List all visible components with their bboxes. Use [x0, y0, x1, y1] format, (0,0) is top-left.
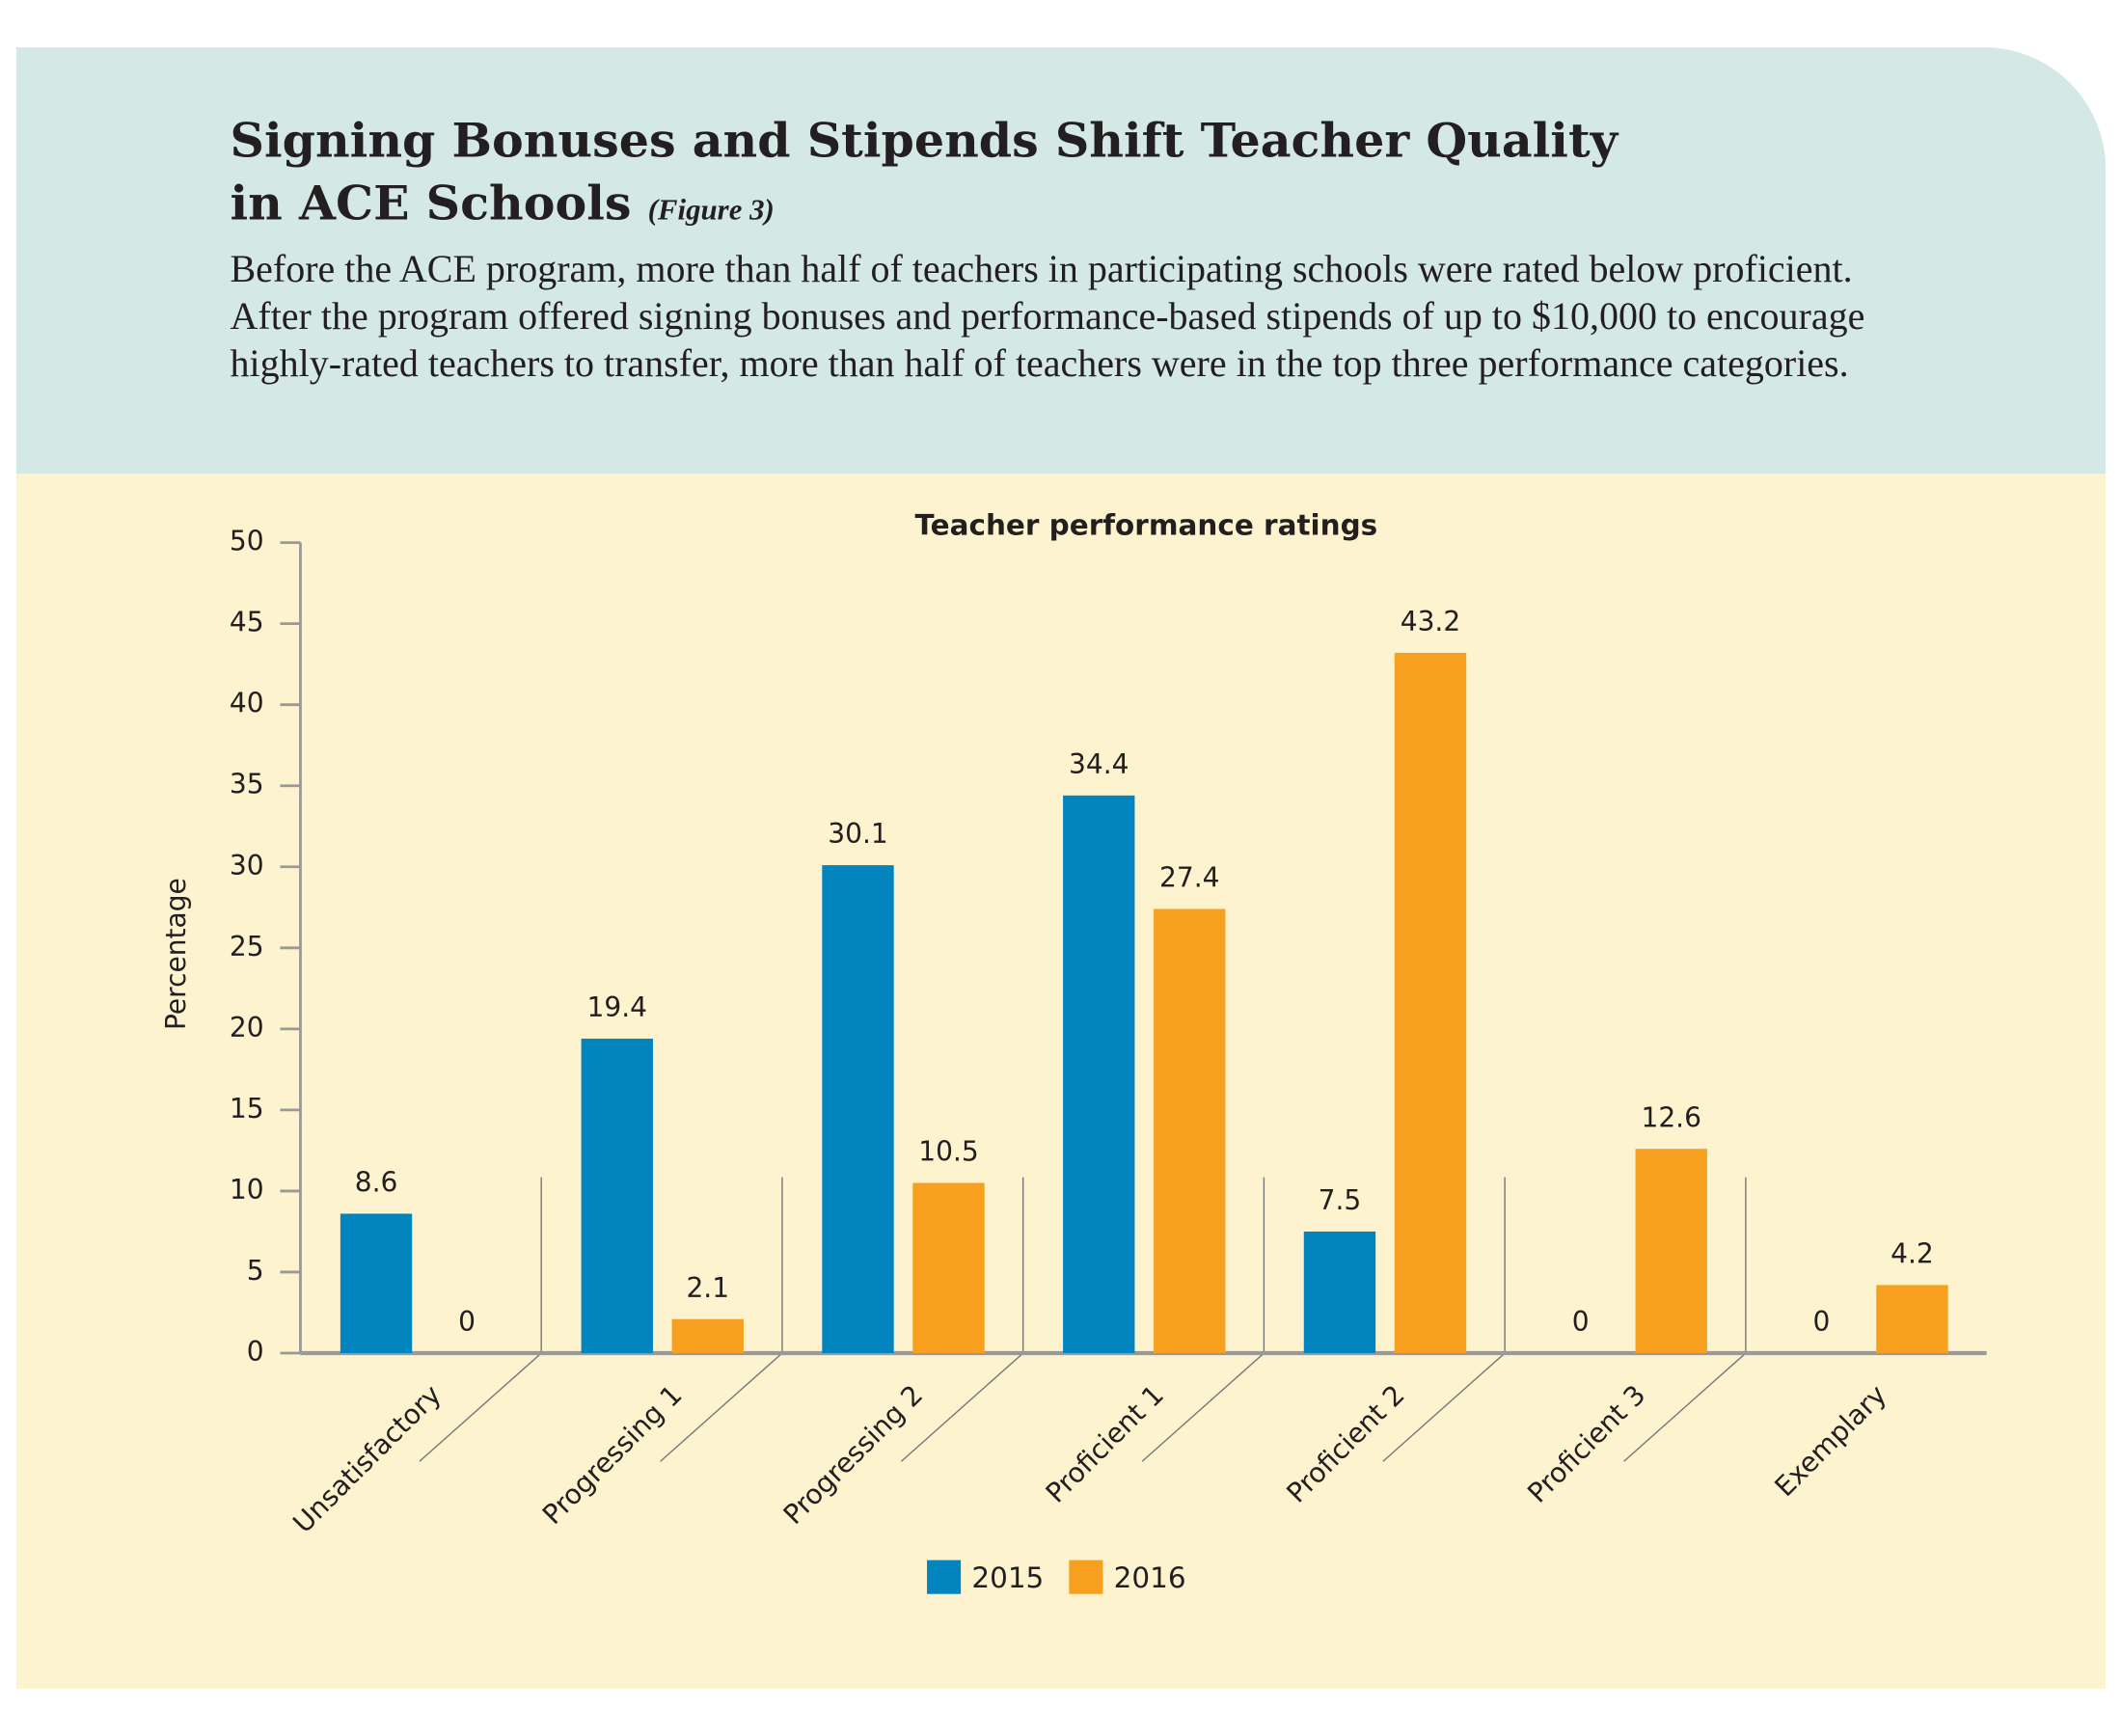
- figure-label: (Figure 3): [647, 192, 775, 227]
- y-tick-label: 40: [230, 688, 264, 719]
- y-tick-label: 0: [247, 1336, 264, 1368]
- bar: [822, 865, 894, 1353]
- y-tick-label: 30: [230, 850, 264, 882]
- value-label: 0: [458, 1306, 476, 1338]
- legend-swatch: [927, 1560, 962, 1594]
- value-label: 19.4: [587, 991, 647, 1023]
- value-label: 0: [1572, 1306, 1590, 1338]
- title-text: Signing Bonuses and Stipends Shift Teach…: [230, 113, 1619, 231]
- value-label: 8.6: [355, 1167, 398, 1199]
- x-tick-label: Exemplary: [1769, 1379, 1893, 1504]
- bar: [1635, 1149, 1707, 1353]
- y-tick-label: 25: [230, 931, 264, 963]
- bar: [912, 1182, 985, 1353]
- x-tick-label: Proficient 3: [1521, 1379, 1651, 1509]
- y-tick-label: 15: [230, 1093, 264, 1125]
- page-title: Signing Bonuses and Stipends Shift Teach…: [231, 111, 1665, 241]
- value-label: 43.2: [1401, 606, 1460, 637]
- bar: [1303, 1231, 1376, 1353]
- value-label: 10.5: [918, 1136, 978, 1168]
- x-tick-label: Progressing 1: [536, 1379, 689, 1532]
- legend-swatch: [1069, 1560, 1103, 1594]
- value-label: 34.4: [1069, 748, 1129, 780]
- x-tick-label: Proficient 2: [1281, 1379, 1411, 1509]
- y-tick-label: 35: [230, 769, 264, 800]
- y-axis-label: Percentage: [160, 878, 192, 1030]
- value-label: 7.5: [1319, 1184, 1362, 1216]
- value-label: 2.1: [686, 1272, 729, 1304]
- y-tick-label: 5: [247, 1255, 264, 1287]
- bar: [1063, 795, 1135, 1353]
- x-tick-label: Proficient 1: [1040, 1379, 1170, 1509]
- bar: [671, 1318, 744, 1353]
- value-label: 30.1: [828, 818, 887, 850]
- y-tick-label: 10: [230, 1174, 264, 1206]
- category-separator: [419, 1177, 542, 1462]
- bar: [1394, 652, 1467, 1353]
- value-label: 12.6: [1641, 1101, 1700, 1133]
- value-label: 27.4: [1159, 862, 1219, 894]
- bar: [340, 1213, 413, 1353]
- value-label: 4.2: [1891, 1238, 1934, 1270]
- y-tick-label: 45: [230, 607, 264, 638]
- bar: [1876, 1285, 1948, 1353]
- x-tick-label: Unsatisfactory: [286, 1379, 447, 1539]
- chart-panel: [15, 474, 2107, 1689]
- chart-title: Teacher performance ratings: [914, 508, 1377, 541]
- bar: [1154, 909, 1226, 1353]
- description: Before the ACE program, more than half o…: [230, 249, 1865, 386]
- x-tick-label: Progressing 2: [777, 1379, 930, 1532]
- legend-label: 2015: [971, 1561, 1044, 1594]
- y-tick-label: 20: [230, 1012, 264, 1044]
- bar: [581, 1038, 653, 1353]
- value-label: 0: [1813, 1306, 1831, 1338]
- legend-label: 2016: [1114, 1561, 1186, 1594]
- y-tick-label: 50: [230, 526, 264, 557]
- header-panel: [15, 47, 2107, 475]
